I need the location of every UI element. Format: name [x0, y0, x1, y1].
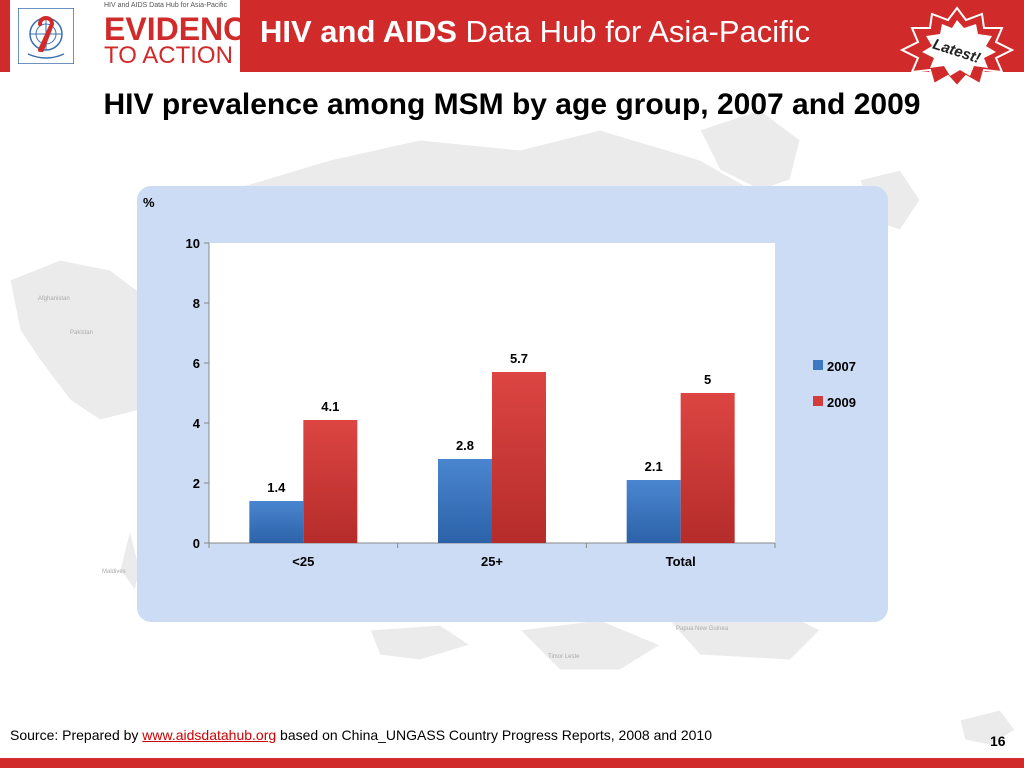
- evidence-to-action-logo[interactable]: HIV and AIDS Data Hub for Asia-Pacific E…: [10, 0, 268, 72]
- data-label: 2.8: [456, 438, 474, 453]
- un-emblem-icon: [18, 8, 74, 64]
- bottom-bar: [0, 758, 1024, 768]
- slide-title: HIV prevalence among MSM by age group, 2…: [103, 88, 921, 121]
- bar-2007-0: [249, 501, 304, 543]
- logo-evidence: EVIDENCE: [104, 11, 268, 47]
- source-link[interactable]: www.aidsdatahub.org: [142, 727, 277, 743]
- source-note: Source: Prepared by www.aidsdatahub.org …: [10, 727, 712, 743]
- x-tick-label: Total: [666, 554, 696, 569]
- map-label-pakistan: Pakistan: [70, 330, 93, 336]
- y-axis-unit-label: %: [143, 195, 155, 210]
- map-label-maldives: Maldives: [102, 569, 126, 575]
- data-label: 2.1: [645, 459, 663, 474]
- header-bar: HIV and AIDS Data Hub for Asia-Pacific E…: [0, 0, 1024, 72]
- chart-panel: % 0 2 4 6 8 10 <25 25+ Total 1.4 2.8 2.1 4.1 5.7 5 20…: [137, 186, 888, 622]
- source-prefix: Source: Prepared by: [10, 727, 143, 743]
- y-tick-label: 0: [193, 536, 200, 551]
- logo-to-action: TO ACTION: [104, 42, 233, 69]
- data-label: 1.4: [267, 480, 286, 495]
- hub-title: HIV and AIDS Data Hub for Asia-Pacific: [260, 14, 810, 50]
- bar-chart: % 0 2 4 6 8 10 <25 25+ Total 1.4 2.8 2.1 4.1 5.7 5 20…: [143, 195, 856, 569]
- y-tick-label: 4: [193, 416, 201, 431]
- bar-2009-1: [492, 372, 546, 543]
- legend-label-2007: 2007: [827, 359, 856, 374]
- map-label-timor: Timor Leste: [548, 654, 580, 660]
- source-suffix: based on China_UNGASS Country Progress R…: [276, 727, 712, 743]
- data-label: 4.1: [321, 399, 339, 414]
- legend-swatch-2007: [813, 360, 823, 370]
- legend-label-2009: 2009: [827, 395, 856, 410]
- bar-2007-2: [626, 480, 681, 543]
- bar-2007-1: [438, 459, 492, 543]
- x-tick-label: <25: [292, 554, 314, 569]
- legend-swatch-2009: [813, 396, 823, 406]
- map-label-afghanistan: Afghanistan: [38, 296, 70, 302]
- bar-2009-0: [303, 420, 358, 543]
- map-label-png: Papua New Guinea: [676, 626, 729, 632]
- y-tick-label: 10: [186, 236, 200, 251]
- y-tick-label: 2: [193, 476, 200, 491]
- bar-2009-2: [680, 393, 735, 543]
- hub-title-rest: Data Hub for Asia-Pacific: [456, 14, 811, 49]
- hub-title-bold: HIV and AIDS: [260, 14, 457, 49]
- x-tick-label: 25+: [481, 554, 503, 569]
- logo-tagline: HIV and AIDS Data Hub for Asia-Pacific: [104, 2, 227, 9]
- y-tick-label: 8: [193, 296, 200, 311]
- y-tick-label: 6: [193, 356, 200, 371]
- data-label: 5: [704, 372, 711, 387]
- data-label: 5.7: [510, 351, 528, 366]
- latest-badge[interactable]: Latest!: [898, 6, 1016, 86]
- page-number: 16: [990, 733, 1006, 749]
